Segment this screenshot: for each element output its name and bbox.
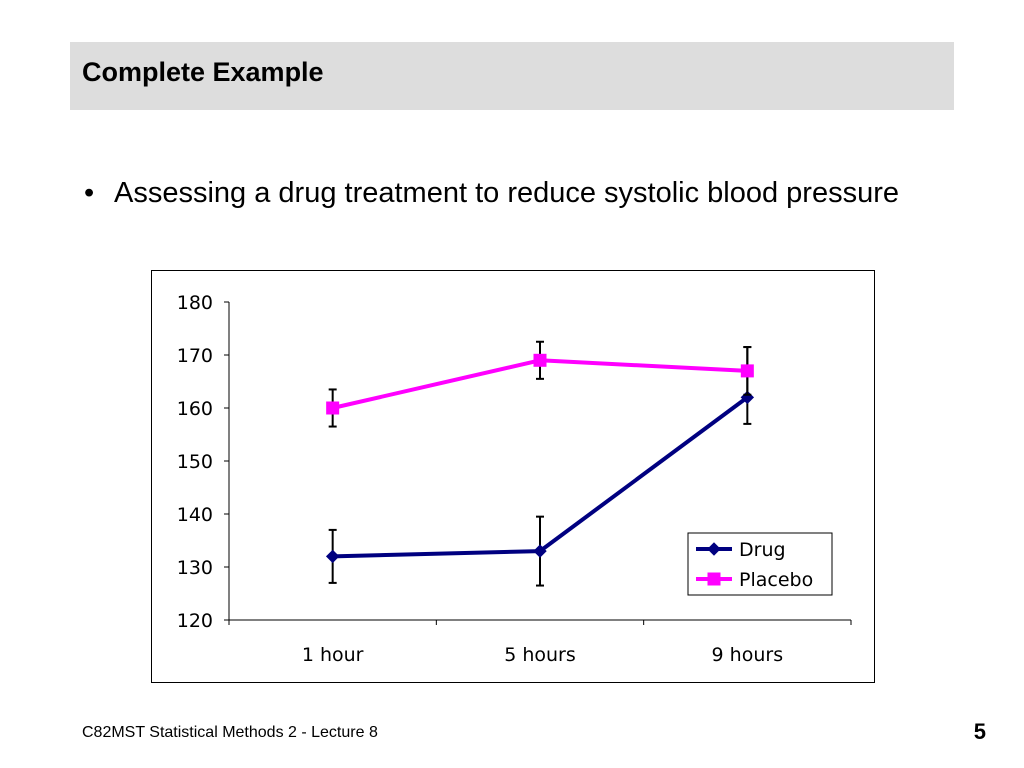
y-tick-label: 140 [177, 504, 213, 526]
drug-legend-label: Drug [739, 539, 786, 561]
drug-legend-marker [707, 542, 721, 556]
bullet-dot: • [84, 177, 95, 209]
drug-data-point [325, 549, 340, 564]
x-tick-label: 1 hour [302, 644, 364, 666]
title-bar: Complete Example [70, 42, 954, 110]
placebo-data-point [740, 364, 754, 378]
placebo-data-point [326, 401, 340, 415]
y-tick-label: 170 [177, 345, 213, 367]
x-tick-label: 9 hours [712, 644, 784, 666]
y-tick-label: 160 [177, 398, 213, 420]
chart-area: 120 130 140 150 160 170 180 1 hour 5 hours 9 hour… [151, 270, 875, 683]
placebo-legend-label: Placebo [739, 569, 813, 591]
y-tick-label: 120 [177, 610, 213, 632]
line-chart: 120 130 140 150 160 170 180 1 hour 5 hours 9 hour… [177, 292, 852, 666]
placebo-data-point [533, 353, 547, 367]
footer-text: C82MST Statistical Methods 2 - Lecture 8 [82, 724, 378, 741]
x-tick-label: 5 hours [504, 644, 576, 666]
legend-box [687, 532, 833, 596]
drug-data-point [533, 544, 547, 558]
page-number: 5 [973, 719, 986, 744]
bullet-text: Assessing a drug treatment to reduce sys… [114, 177, 900, 209]
y-tick-label: 130 [177, 557, 213, 579]
placebo-legend-marker [707, 572, 721, 586]
y-tick-label: 180 [177, 292, 213, 314]
slide-title: Complete Example [82, 57, 324, 87]
y-tick-label: 150 [177, 451, 213, 473]
